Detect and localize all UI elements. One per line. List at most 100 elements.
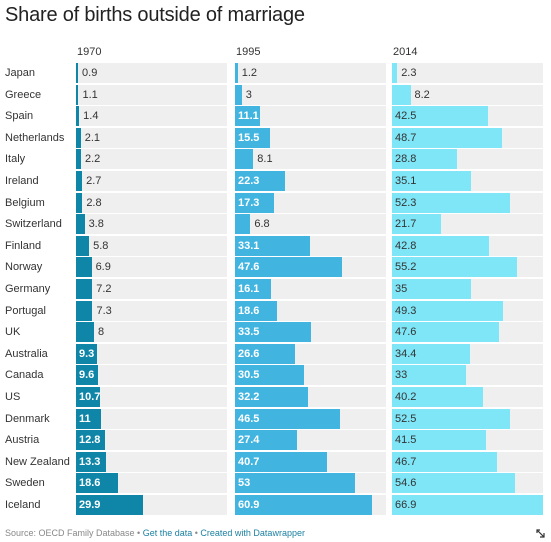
bar-1995 — [235, 171, 286, 191]
value-label-2014: 35.1 — [395, 175, 417, 187]
value-label-1995: 3 — [245, 89, 252, 101]
bar-1995 — [235, 236, 310, 256]
bar-2014 — [392, 128, 502, 148]
bar-track — [76, 322, 227, 342]
value-label-2014: 2.3 — [401, 67, 417, 79]
value-label-1970: 2.2 — [84, 153, 101, 165]
bar-track — [235, 63, 386, 83]
bar-1995 — [235, 452, 327, 472]
value-label-1995: 53 — [238, 477, 251, 489]
bar-track — [76, 149, 227, 169]
row-label: Italy — [5, 153, 26, 165]
bar-2014 — [392, 214, 441, 234]
bar-2014 — [392, 322, 500, 342]
bar-track — [76, 279, 227, 299]
bar-1995 — [235, 85, 242, 105]
bar-1970 — [76, 149, 81, 169]
bar-1970 — [76, 214, 85, 234]
bar-1995 — [235, 106, 261, 126]
value-label-2014: 35 — [395, 283, 408, 295]
row-label: US — [5, 391, 21, 403]
bar-2014 — [392, 409, 511, 429]
bar-track — [235, 106, 386, 126]
bar-1970 — [76, 344, 97, 364]
resize-handle-icon[interactable] — [536, 529, 545, 538]
get-the-data-link[interactable]: Get the data — [142, 528, 193, 538]
bar-track — [235, 149, 386, 169]
value-label-1970: 2.7 — [86, 175, 102, 187]
bar-1970 — [76, 85, 79, 105]
value-label-1970: 9.6 — [79, 369, 95, 381]
bar-2014 — [392, 193, 511, 213]
value-label-1970: 13.3 — [79, 456, 101, 468]
value-label-1970: 7.3 — [96, 305, 112, 317]
bar-track — [76, 193, 227, 213]
value-label-1995: 15.5 — [238, 132, 260, 144]
bar-1995 — [235, 430, 297, 450]
footer-separator: • — [134, 528, 143, 538]
bar-1970 — [76, 322, 95, 342]
value-label-2014: 34.4 — [395, 348, 417, 360]
value-label-2014: 8.2 — [414, 89, 430, 101]
bar-2014 — [392, 452, 498, 472]
value-label-1970: 3.8 — [88, 218, 104, 230]
value-label-2014: 54.6 — [395, 477, 417, 489]
bar-track — [235, 85, 386, 105]
bar-2014 — [392, 387, 483, 407]
value-label-1995: 18.6 — [238, 305, 260, 317]
bar-1970 — [76, 279, 93, 299]
value-label-1970: 11 — [79, 413, 91, 425]
bar-2014 — [392, 365, 467, 385]
bar-2014 — [392, 63, 398, 83]
value-label-2014: 42.8 — [395, 240, 417, 252]
bar-1970 — [76, 193, 83, 213]
bar-1995 — [235, 214, 251, 234]
value-label-1995: 17.3 — [238, 197, 260, 209]
row-label: Greece — [5, 89, 42, 101]
bar-2014 — [392, 85, 411, 105]
column-header-2014: 2014 — [393, 46, 418, 58]
bar-1970 — [76, 452, 107, 472]
created-with-datawrapper-link[interactable]: Created with Datawrapper — [200, 528, 305, 538]
bar-1995 — [235, 301, 277, 321]
source-text: Source: OECD Family Database — [5, 528, 135, 538]
value-label-1995: 22.3 — [238, 175, 260, 187]
bar-1970 — [76, 430, 105, 450]
value-label-1970: 5.8 — [93, 240, 109, 252]
bar-2014 — [392, 344, 470, 364]
value-label-1995: 40.7 — [238, 456, 260, 468]
bar-track — [76, 452, 227, 472]
value-label-2014: 55.2 — [395, 261, 417, 273]
bar-1970 — [76, 63, 79, 83]
value-label-1995: 27.4 — [238, 434, 260, 446]
bar-1995 — [235, 257, 343, 277]
value-label-1995: 26.6 — [238, 348, 260, 360]
value-label-1970: 0.9 — [82, 67, 98, 79]
bar-track — [235, 128, 386, 148]
value-label-2014: 40.2 — [395, 391, 417, 403]
bar-track — [76, 171, 227, 191]
row-label: Finland — [5, 240, 42, 252]
row-label: Portugal — [5, 305, 46, 317]
bar-track — [76, 365, 227, 385]
value-label-1995: 30.5 — [238, 369, 260, 381]
bar-2014 — [392, 301, 504, 321]
value-label-1995: 11.1 — [238, 110, 259, 122]
value-label-1995: 47.6 — [238, 261, 260, 273]
bar-track — [76, 106, 227, 126]
bar-track — [76, 128, 227, 148]
bar-1970 — [76, 387, 101, 407]
bar-1995 — [235, 149, 254, 169]
value-label-1970: 1.1 — [82, 89, 98, 101]
bar-1970 — [76, 365, 98, 385]
bar-track — [76, 344, 227, 364]
value-label-2014: 42.5 — [395, 110, 417, 122]
bar-1970 — [76, 128, 81, 148]
bar-1995 — [235, 473, 355, 493]
value-label-1970: 10.7 — [79, 391, 101, 403]
value-label-1970: 2.8 — [86, 197, 102, 209]
value-label-1970: 7.2 — [96, 283, 112, 295]
value-label-1970: 29.9 — [79, 499, 101, 511]
bar-2014 — [392, 106, 488, 126]
row-label: Austria — [5, 434, 40, 446]
